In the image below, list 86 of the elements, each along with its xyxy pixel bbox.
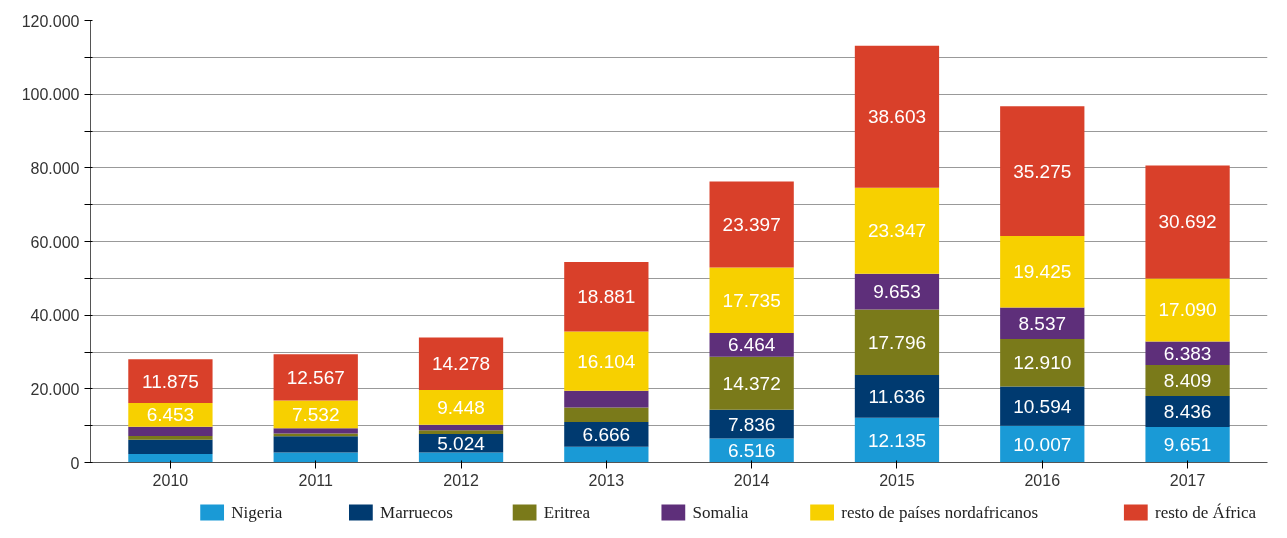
bar [1000,236,1085,308]
y-tick-label: 100.000 [21,86,80,104]
data-label: 6.464 [727,334,776,356]
data-label: 9.651 [1163,434,1212,456]
y-tick-label: 0 [70,454,80,472]
bar [854,45,940,188]
data-label: 8.436 [1163,400,1212,422]
bar [418,430,504,435]
x-tick-label: 2011 [298,471,334,489]
x-tick-label: 2016 [1024,471,1061,489]
bar [128,454,213,463]
data-label: 18.881 [577,286,636,308]
y-tick-label: 40.000 [30,307,80,325]
y-tick-label: 120.000 [21,12,80,30]
data-label: 23.347 [867,220,927,242]
y-tick-label: 80.000 [30,159,80,177]
x-tick-label: 2014 [733,471,770,489]
data-label: 8.409 [1163,369,1212,391]
data-label: 6.666 [582,423,631,445]
bar [564,407,649,423]
y-tick-label: 60.000 [30,233,80,251]
data-label: 30.692 [1158,211,1217,233]
data-label: 8.537 [1018,312,1067,334]
bar [564,446,649,463]
data-label: 9.448 [437,396,485,418]
bar [854,374,940,418]
data-label: 19.425 [1013,261,1072,283]
bar [273,428,358,434]
x-tick-label: 2012 [443,471,479,489]
bar [564,261,649,332]
data-label: 23.397 [722,213,781,235]
x-tick-label: 2013 [588,471,625,489]
bar [564,331,649,391]
bar [854,187,940,274]
data-label: 17.090 [1158,299,1217,321]
data-label: 11.875 [142,370,199,392]
bar [709,356,794,410]
bar [418,337,504,391]
data-label: 14.278 [431,353,491,375]
y-tick-label: 20.000 [30,380,80,398]
bar [273,433,358,437]
data-label: 6.383 [1163,342,1212,364]
data-label: 6.453 [146,404,195,426]
x-tick-label: 2017 [1169,471,1206,489]
bar [273,354,358,401]
bar [709,267,794,333]
bar [128,359,213,403]
data-label: 9.653 [873,281,921,303]
data-label: 12.910 [1013,352,1072,374]
data-label: 38.603 [867,106,927,128]
bar [418,452,504,463]
data-label: 14.372 [722,372,781,394]
x-tick-label: 2015 [879,471,915,489]
bar [418,424,504,431]
bar [128,435,213,440]
data-label: 35.275 [1013,160,1072,182]
bar [709,181,794,268]
legend-label: Eritrea [543,503,591,522]
bar [1000,339,1085,387]
data-label: 10.594 [1013,395,1072,417]
data-label: 7.532 [291,403,340,425]
legend-label: resto de África [1155,503,1257,522]
bar [1145,278,1230,342]
bar [564,390,649,408]
data-label: 12.135 [867,429,927,451]
data-label: 17.735 [722,289,781,311]
data-label: 5.024 [437,432,486,454]
data-label: 11.636 [868,385,926,407]
legend-label: Marruecos [380,503,453,522]
legend-label: resto de países nordafricanos [841,503,1039,522]
legend-label: Nigeria [231,503,283,522]
bar [1000,106,1085,237]
x-tick-label: 2010 [152,471,189,489]
bar [128,426,213,436]
bar [128,439,213,455]
bar [1145,165,1230,279]
bar [854,309,940,375]
data-label: 10.007 [1013,433,1072,455]
data-label: 7.836 [727,413,776,435]
data-label: 6.516 [727,440,776,461]
bar [273,452,358,463]
data-label: 16.104 [577,350,636,372]
legend-label: Somalia [692,503,749,522]
bar [273,436,358,453]
data-label: 17.796 [867,331,927,353]
data-label: 12.567 [286,366,345,388]
